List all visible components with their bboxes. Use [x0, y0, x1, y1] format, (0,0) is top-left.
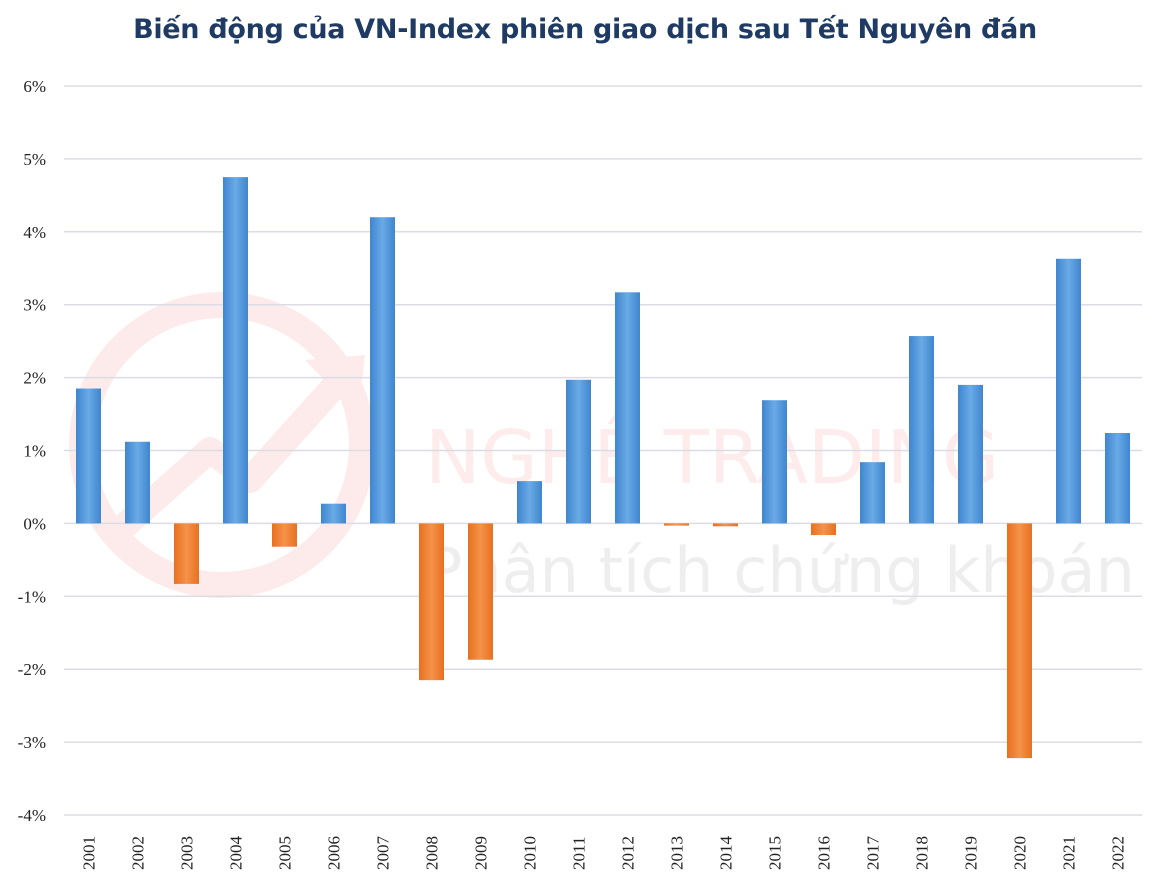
x-tick-label: 2003 [178, 836, 197, 870]
bar-2005 [272, 523, 297, 547]
bar-2012 [615, 292, 640, 524]
x-tick-label: 2020 [1011, 836, 1030, 870]
bar-2008 [419, 523, 444, 681]
bar-2019 [958, 384, 983, 524]
chart-title: Biến động của VN-Index phiên giao dịch s… [133, 14, 1037, 45]
bar-2006 [321, 503, 346, 524]
bars [76, 177, 1130, 759]
y-tick-label: 4% [23, 223, 46, 242]
x-tick-label: 2010 [521, 836, 540, 870]
x-tick-label: 2018 [913, 836, 932, 870]
x-tick-label: 2015 [766, 836, 785, 870]
bar-2003 [174, 523, 199, 584]
bar-2015 [762, 400, 787, 524]
bar-2009 [468, 523, 493, 660]
x-tick-label: 2009 [472, 836, 491, 870]
x-tick-label: 2008 [423, 836, 442, 870]
y-tick-label: 5% [23, 150, 46, 169]
bar-2018 [909, 336, 934, 524]
bar-2007 [370, 217, 395, 524]
y-tick-label: 2% [23, 369, 46, 388]
bar-2011 [566, 379, 591, 524]
y-axis-ticks: 6% 5% 4% 3% 2% 1% 0% -1% -2% -3% -4% [18, 77, 46, 825]
bar-2014 [713, 523, 738, 527]
bar-2017 [860, 462, 885, 524]
y-tick-label: 6% [23, 77, 46, 96]
bar-2022 [1105, 433, 1130, 524]
bar-2010 [517, 481, 542, 524]
x-axis-ticks: 2001 2002 2003 2004 2005 2006 2007 2008 2009 2010… [80, 836, 1128, 871]
y-tick-label: 1% [23, 442, 46, 461]
y-tick-label: 3% [23, 296, 46, 315]
y-tick-label: -1% [18, 587, 46, 606]
x-tick-label: 2016 [815, 836, 834, 870]
x-tick-label: 2014 [717, 836, 736, 871]
x-tick-label: 2001 [80, 836, 99, 870]
y-tick-label: -3% [18, 733, 46, 752]
bar-2002 [125, 441, 150, 524]
bar-2021 [1056, 258, 1081, 524]
x-tick-label: 2004 [227, 836, 246, 871]
x-tick-label: 2006 [325, 836, 344, 870]
bar-2020 [1007, 523, 1032, 759]
y-tick-label: 0% [23, 514, 46, 533]
bar-2013 [664, 523, 689, 526]
y-tick-label: -4% [18, 806, 46, 825]
bar-2001 [76, 388, 101, 524]
x-tick-label: 2019 [962, 836, 981, 870]
gridlines [64, 85, 1142, 816]
y-tick-label: -2% [18, 660, 46, 679]
x-tick-label: 2021 [1060, 836, 1079, 870]
bar-2004 [223, 177, 248, 524]
x-tick-label: 2012 [619, 836, 638, 870]
x-tick-label: 2005 [276, 836, 295, 870]
x-tick-label: 2011 [570, 837, 589, 870]
x-tick-label: 2013 [668, 836, 687, 870]
x-tick-label: 2007 [374, 836, 393, 871]
x-tick-label: 2002 [129, 836, 148, 870]
x-tick-label: 2022 [1109, 836, 1128, 870]
bar-2016 [811, 523, 836, 536]
x-tick-label: 2017 [864, 836, 883, 871]
